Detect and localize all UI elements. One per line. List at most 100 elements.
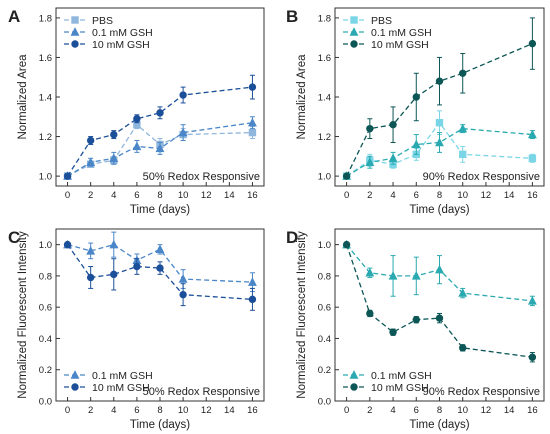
data-point xyxy=(179,91,187,99)
data-point xyxy=(63,240,72,249)
x-tick-label: 8 xyxy=(437,190,442,201)
x-tick-label: 6 xyxy=(414,190,419,201)
y-axis-label: Normalized Area xyxy=(17,54,29,140)
y-tick-label: 1.4 xyxy=(39,93,52,104)
data-point xyxy=(435,77,444,85)
series-1 xyxy=(342,240,537,363)
y-tick-label: 0.8 xyxy=(39,271,52,282)
x-tick-label: 4 xyxy=(390,190,395,201)
x-tick-label: 16 xyxy=(527,405,538,416)
legend-marker xyxy=(349,27,359,36)
data-point xyxy=(435,137,444,147)
data-point xyxy=(156,264,164,272)
y-axis-label: Normalized Area xyxy=(296,54,308,140)
x-tick-label: 10 xyxy=(457,405,468,416)
x-tick-label: 2 xyxy=(88,405,93,416)
panel-b: B 0 2 4 6 8 10 12 14 16 1.0 1.2 1.4 1.6 1.8 Time (days)… xyxy=(286,7,545,216)
legend-marker xyxy=(70,27,80,36)
data-point xyxy=(412,315,420,324)
data-point xyxy=(86,136,95,145)
data-point xyxy=(342,240,351,249)
panel-letter: D xyxy=(286,228,298,247)
data-point xyxy=(179,290,187,299)
x-tick-label: 12 xyxy=(481,190,492,201)
data-point xyxy=(388,271,398,280)
data-point xyxy=(435,264,444,274)
x-tick-label: 6 xyxy=(134,190,139,201)
y-tick-label: 0.0 xyxy=(39,397,52,408)
legend-label: PBS xyxy=(371,15,392,27)
data-point xyxy=(458,123,468,133)
legend-marker xyxy=(71,40,79,48)
data-point xyxy=(459,344,467,352)
data-point xyxy=(155,244,165,254)
y-tick-label: 1.4 xyxy=(318,93,331,104)
y-tick-label: 0.6 xyxy=(39,303,52,314)
y-tick-label: 1.0 xyxy=(318,172,331,183)
data-point xyxy=(109,153,119,163)
x-axis-label: Time (days) xyxy=(409,204,469,216)
x-axis-label: Time (days) xyxy=(130,204,190,216)
series-2 xyxy=(63,74,257,180)
x-tick-label: 8 xyxy=(437,405,442,416)
data-point xyxy=(411,271,421,280)
y-tick-label: 1.2 xyxy=(318,132,331,143)
x-tick-label: 8 xyxy=(157,190,162,201)
data-point xyxy=(110,270,118,279)
data-point xyxy=(248,295,257,304)
y-tick-label: 1.6 xyxy=(318,53,331,64)
y-tick-label: 1.6 xyxy=(39,53,52,64)
legend-marker xyxy=(71,16,79,24)
data-point xyxy=(110,130,118,139)
series-0 xyxy=(342,239,537,307)
data-point xyxy=(528,154,537,163)
legend-label: 0.1 mM GSH xyxy=(371,370,432,382)
x-tick-label: 14 xyxy=(224,190,235,201)
panel-a: A 0 2 4 6 8 10 12 14 16 1.0 1.2 1.4 1.6 1.8 Time (days)… xyxy=(8,7,265,216)
data-point xyxy=(527,296,537,305)
y-tick-label: 0.4 xyxy=(39,334,52,345)
y-tick-label: 0.2 xyxy=(318,365,331,376)
y-tick-label: 1.8 xyxy=(39,13,52,24)
legend-label: PBS xyxy=(92,15,113,27)
x-tick-label: 16 xyxy=(247,405,258,416)
data-point xyxy=(155,143,165,153)
plot-frame xyxy=(55,228,265,402)
x-tick-label: 14 xyxy=(504,190,515,201)
legend-label: 10 mM GSH xyxy=(371,382,429,394)
data-point xyxy=(132,141,142,151)
data-point xyxy=(248,117,257,127)
x-tick-label: 12 xyxy=(201,190,212,201)
data-point xyxy=(528,39,537,48)
y-axis-label: Normalized Fluorescent Intensity xyxy=(17,231,29,399)
y-tick-label: 0.4 xyxy=(318,334,331,345)
data-point xyxy=(178,127,188,137)
x-tick-label: 2 xyxy=(88,190,93,201)
data-point xyxy=(459,150,467,159)
legend-label: 10 mM GSH xyxy=(92,382,150,394)
y-tick-label: 1.0 xyxy=(318,240,331,251)
data-point xyxy=(527,129,537,139)
y-tick-label: 0.2 xyxy=(39,365,52,376)
legend-label: 10 mM GSH xyxy=(371,39,429,51)
data-point xyxy=(248,277,257,286)
legend-marker xyxy=(350,40,358,48)
legend-marker xyxy=(70,370,80,379)
data-point xyxy=(133,115,141,123)
legend-marker xyxy=(349,370,359,379)
x-tick-label: 10 xyxy=(457,190,468,201)
x-axis-label: Time (days) xyxy=(409,419,469,431)
data-point xyxy=(178,274,188,283)
annotation: 50% Redox Responsive xyxy=(143,171,260,183)
data-point xyxy=(86,273,95,282)
x-tick-label: 4 xyxy=(390,405,395,416)
plot-frame xyxy=(55,7,265,187)
data-point xyxy=(86,245,96,255)
x-tick-label: 2 xyxy=(367,190,372,201)
x-tick-label: 0 xyxy=(344,405,349,416)
y-tick-label: 1.0 xyxy=(39,172,52,183)
panel-letter: B xyxy=(286,7,298,26)
